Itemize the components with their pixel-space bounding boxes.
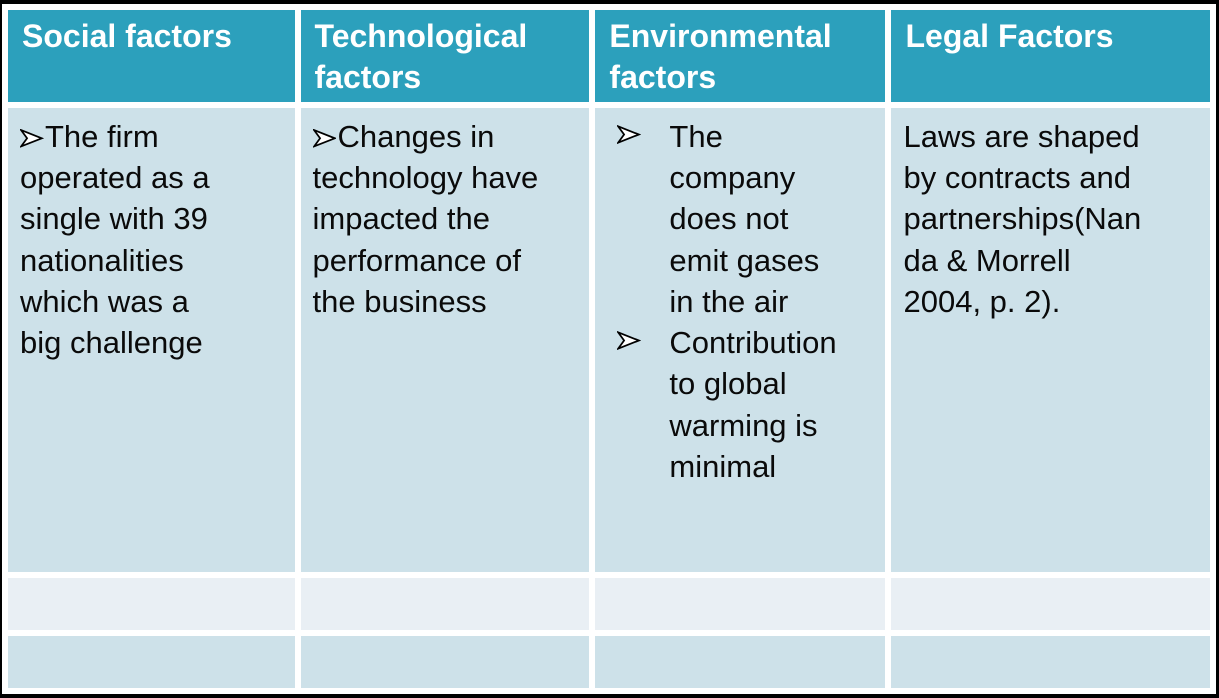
header-row: Social factors Technological factors Env…	[8, 10, 1210, 102]
column-header-social: Social factors	[8, 10, 295, 102]
column-header-technological: Technological factors	[300, 10, 590, 102]
arrow-bullet-icon	[607, 116, 669, 144]
empty-cell	[300, 578, 590, 630]
list-item: Contribution to global warming is minima…	[607, 322, 875, 487]
empty-table-row	[8, 636, 1210, 688]
list-item: The company does not emit gases in the a…	[607, 116, 875, 322]
arrow-bullet-icon	[311, 117, 337, 149]
pest-factors-table: Social factors Technological factors Env…	[2, 4, 1216, 694]
empty-cell	[891, 578, 1210, 630]
column-header-legal: Legal Factors	[891, 10, 1210, 102]
environmental-item-text: Contribution to global warming is minima…	[669, 325, 837, 484]
cell-legal-text: Laws are shaped by contracts and partner…	[903, 119, 1142, 319]
empty-table-row	[8, 578, 1210, 630]
table-row: The firm operated as a single with 39 na…	[8, 108, 1210, 572]
cell-social-text: The firm operated as a single with 39 na…	[20, 119, 210, 361]
column-header-environmental: Environmental factors	[595, 10, 886, 102]
empty-cell	[8, 636, 295, 688]
cell-technological-factors: Changes in technology have impacted the …	[300, 108, 590, 572]
empty-cell	[595, 636, 886, 688]
cell-legal-factors: Laws are shaped by contracts and partner…	[891, 108, 1210, 572]
environmental-item-text: The company does not emit gases in the a…	[669, 119, 820, 319]
cell-technological-text: Changes in technology have impacted the …	[312, 119, 539, 319]
arrow-bullet-icon	[18, 117, 45, 149]
empty-cell	[891, 636, 1210, 688]
empty-cell	[8, 578, 295, 630]
cell-environmental-factors: The company does not emit gases in the a…	[595, 108, 886, 572]
empty-cell	[300, 636, 590, 688]
cell-social-factors: The firm operated as a single with 39 na…	[8, 108, 295, 572]
arrow-bullet-icon	[607, 322, 669, 351]
empty-cell	[595, 578, 886, 630]
